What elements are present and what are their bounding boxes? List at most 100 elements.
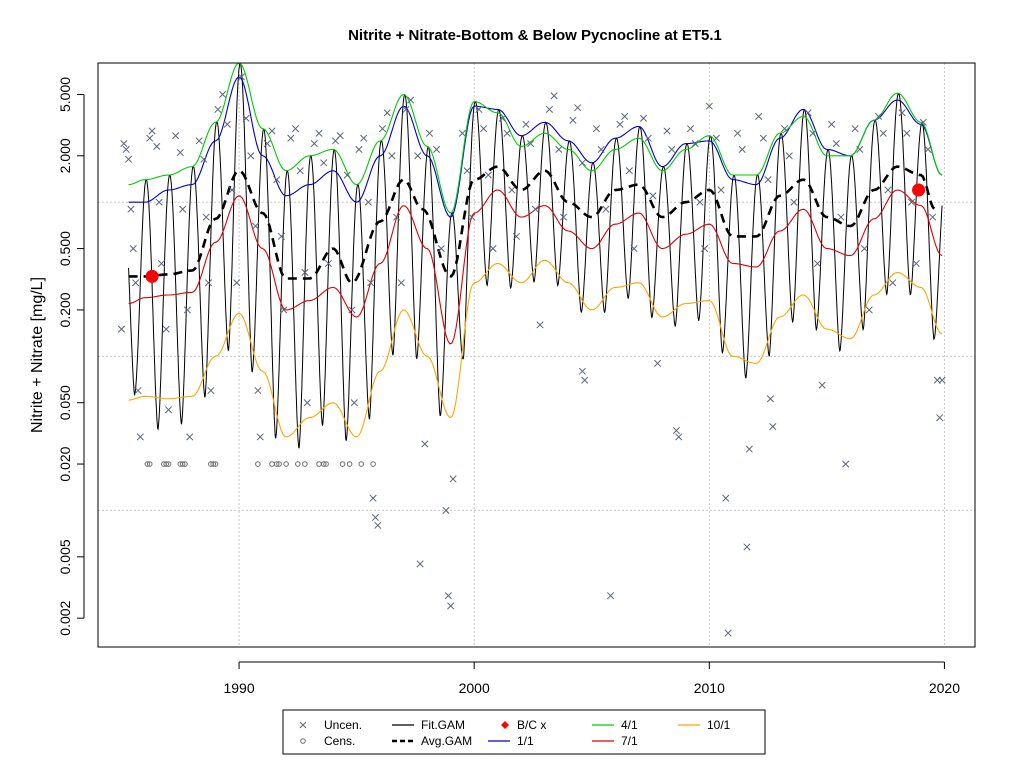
chart-title: Nitrite + Nitrate-Bottom & Below Pycnocl… xyxy=(348,27,722,44)
censored-point xyxy=(163,461,169,467)
uncensored-point xyxy=(527,140,535,148)
uncensored-point xyxy=(755,112,763,121)
uncensored-point xyxy=(602,205,610,213)
uncensored-point xyxy=(484,171,492,179)
uncensored-point xyxy=(237,73,245,81)
censored-point xyxy=(210,461,217,467)
legend: Uncen. Cens. Fit.GAM Avg.GAM B/C x 1/1 4/1 7/1 1… xyxy=(282,709,766,755)
uncensored-point xyxy=(207,386,215,395)
legend-label: Avg.GAM xyxy=(421,734,472,748)
uncensored-point xyxy=(769,423,777,431)
legend-label: Uncen. xyxy=(324,718,362,732)
uncensored-point xyxy=(433,145,441,153)
uncensored-point xyxy=(336,132,344,140)
y-tick-label: 0.020 xyxy=(57,446,73,481)
x-tick-label: 2010 xyxy=(694,680,725,696)
uncensored-point xyxy=(120,140,128,148)
uncensored-point xyxy=(343,171,351,179)
censored-point xyxy=(179,461,186,467)
uncensored-point xyxy=(929,213,937,221)
uncensored-point xyxy=(780,125,789,133)
legend-label: Fit.GAM xyxy=(421,718,465,732)
uncensored-point xyxy=(581,376,589,384)
censored-point xyxy=(283,461,289,467)
bc-point xyxy=(912,183,926,197)
uncensored-point xyxy=(851,125,859,133)
uncensored-point xyxy=(134,386,142,395)
uncensored-point xyxy=(717,186,725,194)
uncensored-point xyxy=(696,198,704,206)
uncensored-point xyxy=(722,494,730,502)
uncensored-point xyxy=(277,232,285,240)
uncensored-point xyxy=(701,245,709,253)
uncensored-point xyxy=(512,232,521,240)
uncensored-point xyxy=(378,125,387,133)
uncensored-point xyxy=(489,245,497,253)
uncensored-point xyxy=(555,145,563,153)
uncensored-point xyxy=(256,433,264,441)
y-tick-label: 0.050 xyxy=(57,385,73,420)
uncensored-point xyxy=(268,127,276,135)
censored-point xyxy=(346,461,353,467)
censored-point xyxy=(316,461,322,467)
censored-point xyxy=(358,461,365,467)
uncensored-point xyxy=(315,129,323,137)
uncensored-point xyxy=(310,140,318,148)
uncensored-point xyxy=(842,460,850,468)
uncensored-point xyxy=(625,167,633,175)
uncensored-point xyxy=(179,205,187,213)
uncensored-point xyxy=(233,279,241,287)
series-4-1 xyxy=(128,63,943,214)
uncensored-point xyxy=(860,245,869,253)
uncensored-point xyxy=(738,145,746,153)
uncensored-point xyxy=(146,134,154,142)
uncensored-point xyxy=(924,145,932,153)
uncensored-point xyxy=(559,213,568,221)
uncensored-point xyxy=(157,259,166,268)
legend-label: Cens. xyxy=(324,734,355,748)
uncensored-point xyxy=(449,475,457,483)
uncensored-point xyxy=(301,268,309,277)
plot-frame xyxy=(97,62,976,648)
series-avg-gam xyxy=(128,165,936,285)
uncensored-point xyxy=(813,259,822,268)
uncensored-point xyxy=(654,359,662,367)
grid-lines xyxy=(98,63,975,647)
uncensored-point xyxy=(480,125,488,133)
uncensored-point xyxy=(176,148,184,157)
uncensored-point xyxy=(442,506,450,514)
uncensored-point xyxy=(919,118,927,126)
uncensored-point xyxy=(531,205,539,213)
uncensored-point xyxy=(597,145,605,153)
uncensored-point xyxy=(691,140,699,148)
uncensored-point xyxy=(475,105,483,113)
uncensored-point xyxy=(743,543,751,551)
uncensored-point xyxy=(574,104,582,112)
uncensored-point xyxy=(172,132,180,140)
censored-point xyxy=(276,461,282,467)
uncensored-point xyxy=(397,279,405,287)
uncensored-point xyxy=(790,198,798,206)
uncensored-point xyxy=(936,414,944,422)
uncensored-point xyxy=(545,105,553,113)
uncensored-point xyxy=(804,109,812,117)
censored-point xyxy=(302,461,308,467)
uncensored-point xyxy=(162,325,170,333)
uncensored-point xyxy=(393,213,401,221)
censored-point xyxy=(212,461,219,467)
uncensored-point xyxy=(129,245,137,253)
uncensored-point xyxy=(705,102,713,110)
uncensored-point xyxy=(837,213,845,221)
uncensored-point xyxy=(127,205,135,213)
uncensored-point xyxy=(117,325,126,333)
uncensored-point xyxy=(251,222,260,230)
uncensored-point xyxy=(407,96,415,104)
uncensored-point xyxy=(214,105,222,113)
uncensored-point xyxy=(425,129,434,137)
uncensored-point xyxy=(856,145,864,153)
uncensored-point xyxy=(879,129,887,137)
uncensored-point xyxy=(865,306,873,314)
uncensored-point xyxy=(668,145,676,153)
uncensored-point xyxy=(122,145,130,153)
